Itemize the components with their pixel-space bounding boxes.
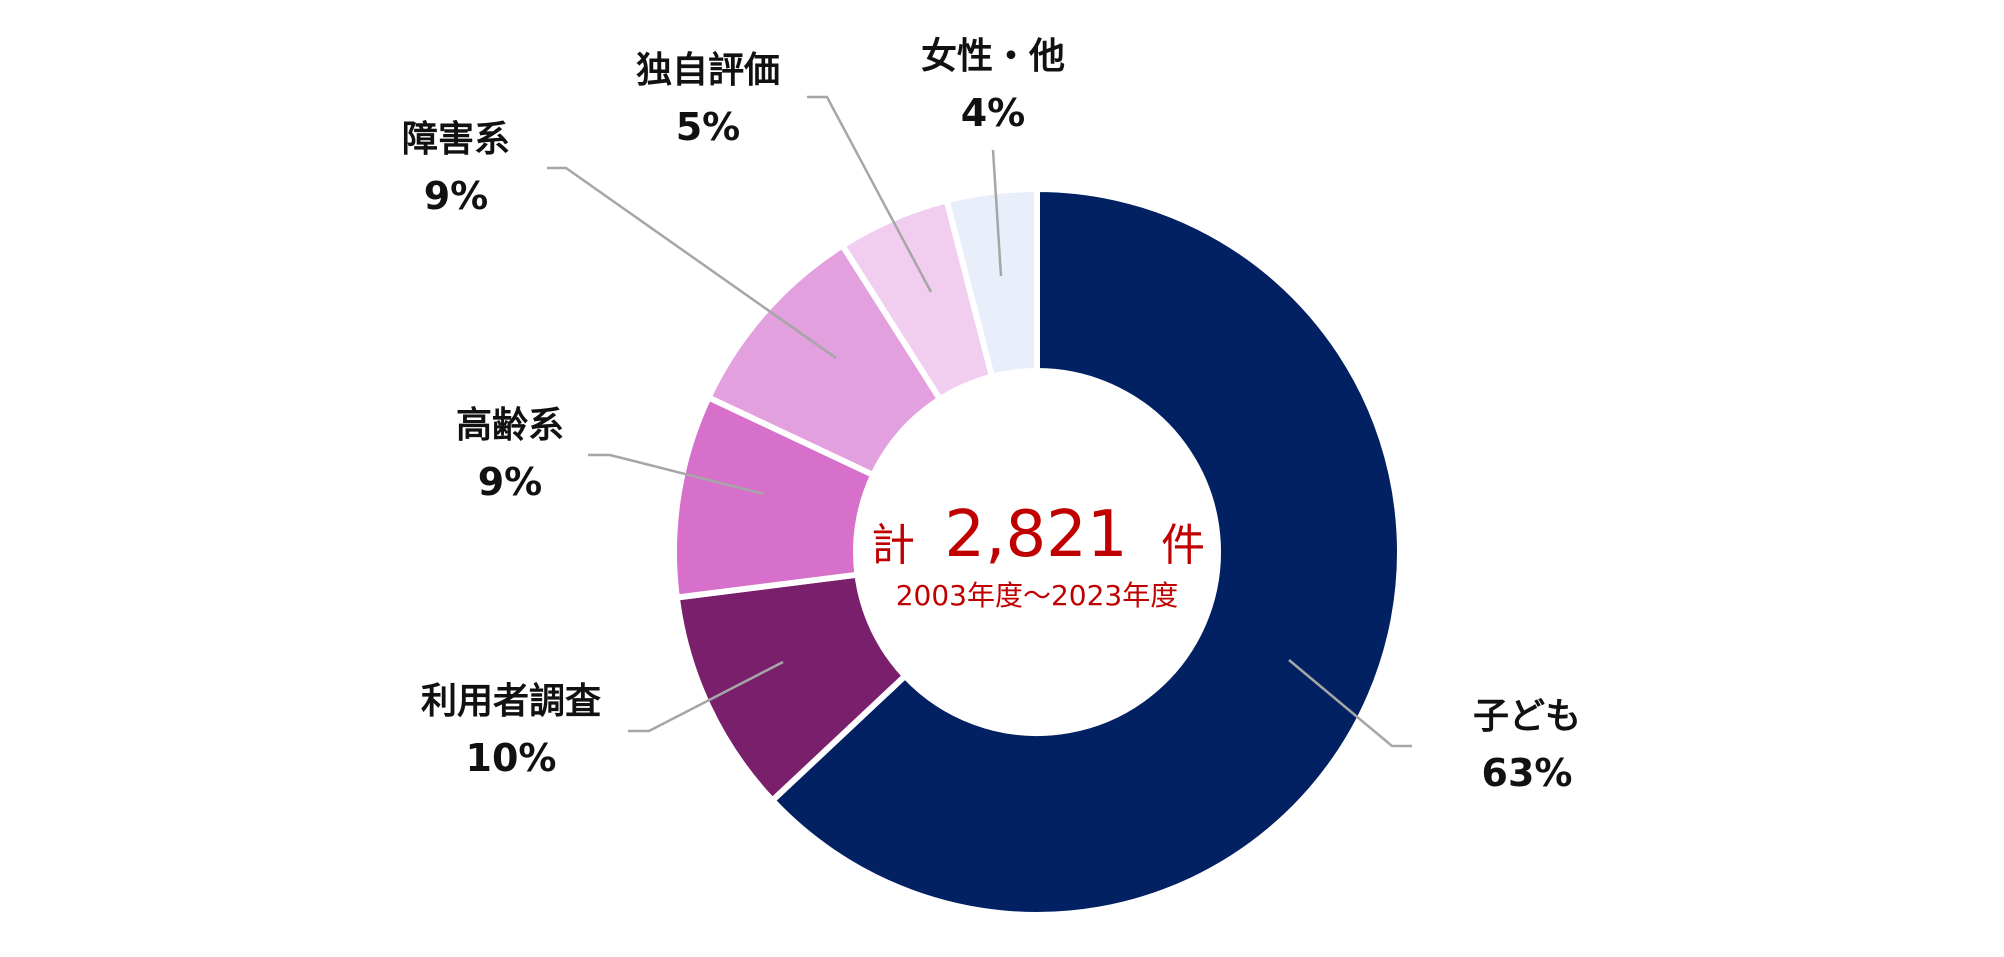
leader-line-5: [807, 95, 933, 293]
slice-1: [768, 185, 1403, 918]
value-label-4: 9%: [424, 174, 489, 218]
slice-6: [943, 185, 1040, 381]
leader-line-4: [547, 166, 837, 360]
category-label-1: 子ども: [1473, 696, 1581, 737]
leader-lines: [547, 95, 1412, 748]
leader-line-6: [991, 149, 1003, 277]
center-period: 2003年度～2023年度: [896, 579, 1179, 612]
slice-labels: 子ども 63% 利用者調査 10% 高齢系 9% 障害系 9% 独自評価 5% 女性・他 4%: [402, 36, 1581, 795]
value-label-1: 63%: [1482, 751, 1573, 795]
value-label-2: 10%: [466, 736, 557, 780]
category-label-3: 高齢系: [456, 405, 564, 446]
category-label-2: 利用者調査: [421, 681, 601, 722]
value-label-3: 9%: [478, 460, 543, 504]
value-label-6: 4%: [961, 91, 1026, 135]
center-total-suffix: 件: [1161, 520, 1205, 571]
category-label-4: 障害系: [402, 119, 510, 160]
leader-line-3: [588, 453, 765, 496]
category-label-5: 独自評価: [636, 50, 780, 91]
value-label-5: 5%: [676, 105, 741, 149]
center-total-prefix: 計: [871, 520, 915, 571]
donut-slices: [671, 185, 1403, 918]
center-total: 計 2,821 件 2003年度～2023年度: [871, 498, 1205, 612]
center-total-value: 2,821: [944, 498, 1127, 572]
category-label-6: 女性・他: [921, 36, 1065, 77]
leader-line-1: [1288, 659, 1412, 748]
leader-line-2: [628, 660, 784, 733]
